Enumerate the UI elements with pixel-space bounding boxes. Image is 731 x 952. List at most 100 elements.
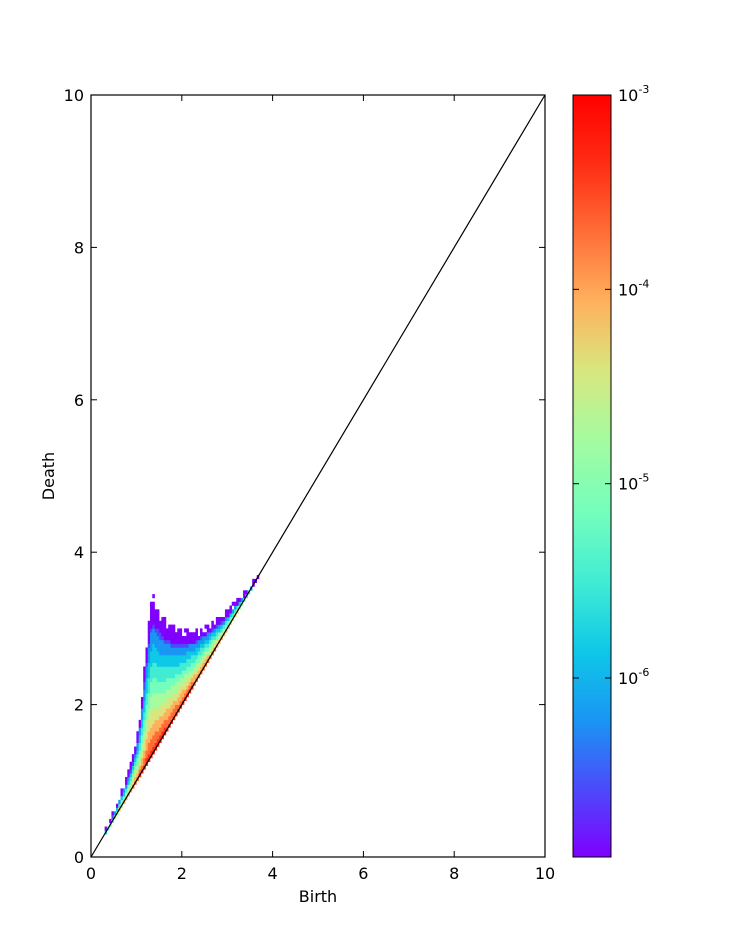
heatmap-cell [163, 639, 167, 644]
heatmap-cell [152, 628, 155, 633]
heatmap-cell [181, 693, 185, 698]
heatmap-cell [152, 647, 155, 652]
heatmap-cell [163, 620, 167, 625]
heatmap-cell [199, 655, 203, 660]
heatmap-cell [156, 620, 160, 625]
heatmap-cell [202, 647, 205, 652]
heatmap-cell [199, 658, 203, 663]
heatmap-cell [154, 662, 158, 667]
heatmap-cell [174, 677, 178, 683]
heatmap-cell [156, 708, 160, 713]
heatmap-cell [202, 632, 205, 637]
heatmap-cell [186, 677, 189, 683]
heatmap-cell [156, 609, 160, 614]
x-tick-label: 4 [268, 864, 278, 883]
colorbar-tick-label: 10-5 [618, 472, 649, 494]
heatmap-cell [165, 700, 169, 705]
heatmap-cell [145, 742, 149, 747]
heatmap-cell [177, 689, 180, 694]
heatmap-cell [177, 655, 180, 660]
heatmap-cell [154, 742, 158, 747]
heatmap-cell [193, 662, 196, 667]
heatmap-cell [170, 674, 174, 679]
heatmap-cell [161, 723, 164, 728]
heatmap-cell [161, 636, 164, 641]
heatmap-cell [190, 651, 194, 656]
heatmap-cell [152, 620, 155, 625]
heatmap-cell [193, 674, 196, 679]
heatmap-cell [165, 666, 169, 671]
heatmap-cell [156, 700, 160, 705]
heatmap-cell [170, 647, 174, 652]
heatmap-cell [145, 693, 149, 698]
heatmap-cell [152, 643, 155, 648]
heatmap-cell [154, 624, 158, 629]
heatmap-cell [170, 670, 174, 675]
heatmap-cell [138, 750, 142, 755]
x-axis-label: Birth [299, 887, 337, 906]
heatmap-cell [238, 597, 242, 603]
heatmap-cell [154, 658, 158, 663]
heatmap-cell [236, 605, 239, 610]
heatmap-cell [140, 731, 144, 736]
heatmap-cell [211, 620, 214, 625]
heatmap-cell [138, 738, 142, 743]
heatmap-cell [206, 655, 210, 660]
heatmap-cell [172, 624, 176, 629]
heatmap-cell [152, 685, 155, 690]
heatmap-cell [179, 693, 183, 698]
heatmap-cell [197, 666, 201, 671]
heatmap-cell [161, 700, 164, 705]
heatmap-cell [168, 708, 171, 713]
heatmap-cell [159, 677, 162, 683]
heatmap-cell [188, 636, 192, 641]
heatmap-cell [177, 662, 180, 667]
heatmap-cell [188, 647, 192, 652]
heatmap-cell [174, 696, 178, 702]
heatmap-cell [150, 681, 153, 686]
heatmap-cell [136, 746, 139, 751]
heatmap-cell [172, 636, 176, 641]
heatmap-cell [161, 624, 164, 629]
heatmap-cell [159, 639, 162, 644]
heatmap-cell [154, 628, 158, 633]
heatmap-cell [159, 712, 162, 717]
heatmap-cell [170, 712, 174, 717]
heatmap-cell [127, 769, 130, 774]
heatmap-cell [150, 624, 153, 629]
heatmap-cell [161, 643, 164, 648]
heatmap-cell [184, 647, 187, 652]
heatmap-cell [147, 700, 151, 705]
heatmap-cell [147, 620, 151, 625]
heatmap-cell [156, 628, 160, 633]
heatmap-cell [127, 784, 130, 789]
heatmap-cell [172, 674, 176, 679]
heatmap-cell [152, 601, 155, 606]
heatmap-cell [174, 693, 178, 698]
heatmap-cell [109, 818, 112, 824]
colorbar [572, 94, 612, 858]
heatmap-cell [154, 677, 158, 683]
heatmap-cell [154, 704, 158, 709]
heatmap-cell [159, 651, 162, 656]
heatmap-cell [156, 613, 160, 618]
heatmap-cell [179, 666, 183, 671]
heatmap-cell [150, 742, 153, 747]
heatmap-cell [118, 799, 121, 804]
heatmap-cell [159, 731, 162, 736]
heatmap-cell [143, 731, 146, 736]
heatmap-cell [134, 776, 137, 782]
heatmap-cell [143, 700, 146, 705]
heatmap-cell [161, 716, 164, 721]
heatmap-cell [206, 624, 210, 629]
heatmap-cell [168, 666, 171, 671]
heatmap-cell [170, 685, 174, 690]
heatmap-cell [170, 651, 174, 656]
heatmap-cell [120, 792, 124, 797]
heatmap-cell [163, 628, 167, 633]
heatmap-cell [181, 647, 185, 652]
heatmap-cell [152, 731, 155, 736]
heatmap-cell [181, 643, 185, 648]
heatmap-cell [177, 651, 180, 656]
